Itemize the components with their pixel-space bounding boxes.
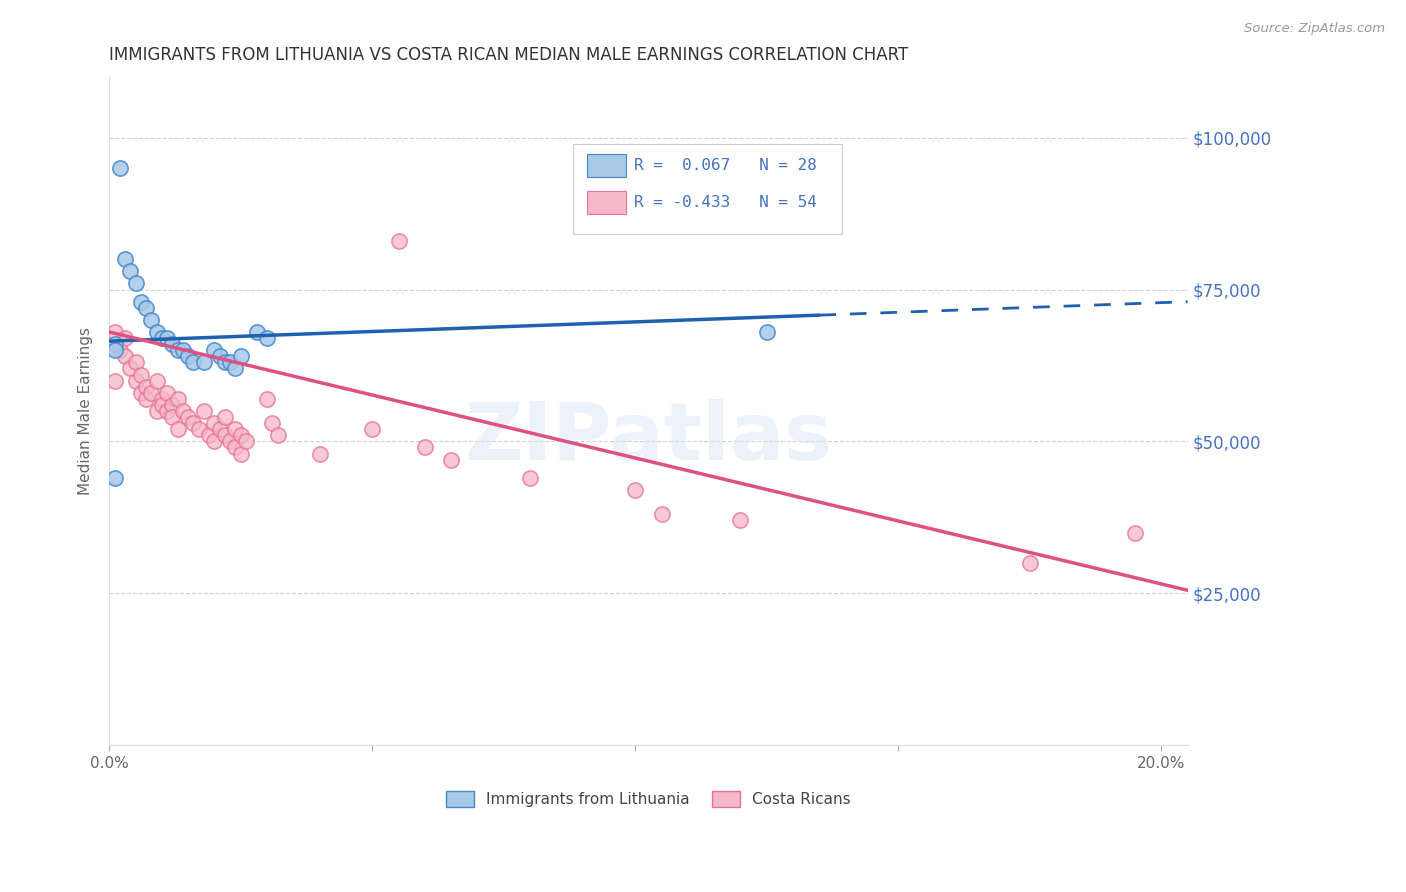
Point — [755, 325, 778, 339]
Point — [129, 368, 152, 382]
Point — [208, 349, 231, 363]
Point — [214, 428, 236, 442]
Point — [177, 349, 200, 363]
Point — [150, 331, 173, 345]
Point — [120, 361, 142, 376]
Point — [650, 508, 672, 522]
Point — [124, 355, 146, 369]
Text: R = -0.433   N = 54: R = -0.433 N = 54 — [634, 195, 817, 210]
Point — [108, 343, 131, 358]
Point — [219, 355, 242, 369]
Point — [361, 422, 384, 436]
Point — [308, 446, 330, 460]
Point — [103, 343, 125, 358]
Point — [256, 331, 278, 345]
Point — [162, 337, 184, 351]
Point — [145, 374, 167, 388]
Point — [135, 380, 157, 394]
Point — [266, 428, 288, 442]
Point — [172, 404, 194, 418]
Point — [262, 416, 284, 430]
Point — [166, 343, 188, 358]
Point — [730, 513, 752, 527]
Point — [135, 301, 157, 315]
Point — [519, 471, 541, 485]
Point — [224, 441, 246, 455]
Point — [204, 343, 226, 358]
Point — [156, 331, 179, 345]
Point — [229, 428, 252, 442]
FancyBboxPatch shape — [572, 144, 842, 234]
Point — [413, 441, 436, 455]
Point — [114, 252, 136, 267]
Point — [256, 392, 278, 406]
Point — [198, 428, 221, 442]
Point — [183, 416, 205, 430]
Point — [229, 349, 252, 363]
Point — [103, 374, 125, 388]
Point — [177, 410, 200, 425]
Point — [440, 452, 463, 467]
Point — [624, 483, 647, 497]
Point — [162, 410, 184, 425]
Point — [114, 331, 136, 345]
Point — [135, 392, 157, 406]
Point — [204, 416, 226, 430]
Point — [204, 434, 226, 449]
Point — [120, 264, 142, 278]
Point — [187, 422, 209, 436]
Point — [166, 422, 188, 436]
Point — [387, 234, 409, 248]
Point — [224, 422, 246, 436]
Point — [129, 294, 152, 309]
Point — [103, 471, 125, 485]
Text: IMMIGRANTS FROM LITHUANIA VS COSTA RICAN MEDIAN MALE EARNINGS CORRELATION CHART: IMMIGRANTS FROM LITHUANIA VS COSTA RICAN… — [110, 46, 908, 64]
Text: R =  0.067   N = 28: R = 0.067 N = 28 — [634, 158, 817, 173]
Point — [1018, 556, 1040, 570]
Point — [1123, 525, 1146, 540]
FancyBboxPatch shape — [586, 154, 626, 178]
Text: ZIPatlas: ZIPatlas — [464, 399, 832, 476]
Point — [150, 398, 173, 412]
Point — [166, 392, 188, 406]
Point — [141, 313, 163, 327]
Point — [108, 161, 131, 175]
Point — [156, 404, 179, 418]
Point — [219, 434, 242, 449]
Point — [245, 325, 267, 339]
Point — [114, 349, 136, 363]
Point — [172, 343, 194, 358]
Legend: Immigrants from Lithuania, Costa Ricans: Immigrants from Lithuania, Costa Ricans — [440, 785, 856, 814]
Point — [208, 422, 231, 436]
Point — [145, 404, 167, 418]
Point — [183, 355, 205, 369]
Point — [141, 385, 163, 400]
Point — [156, 385, 179, 400]
Point — [103, 325, 125, 339]
Point — [124, 374, 146, 388]
Point — [214, 410, 236, 425]
Point — [224, 361, 246, 376]
Point — [193, 404, 215, 418]
Point — [235, 434, 257, 449]
Point — [129, 385, 152, 400]
Point — [145, 325, 167, 339]
Y-axis label: Median Male Earnings: Median Male Earnings — [79, 327, 93, 495]
Point — [229, 446, 252, 460]
FancyBboxPatch shape — [586, 191, 626, 214]
Point — [124, 277, 146, 291]
Point — [150, 392, 173, 406]
Text: Source: ZipAtlas.com: Source: ZipAtlas.com — [1244, 22, 1385, 36]
Point — [193, 355, 215, 369]
Point — [162, 398, 184, 412]
Point — [214, 355, 236, 369]
Point — [103, 337, 125, 351]
